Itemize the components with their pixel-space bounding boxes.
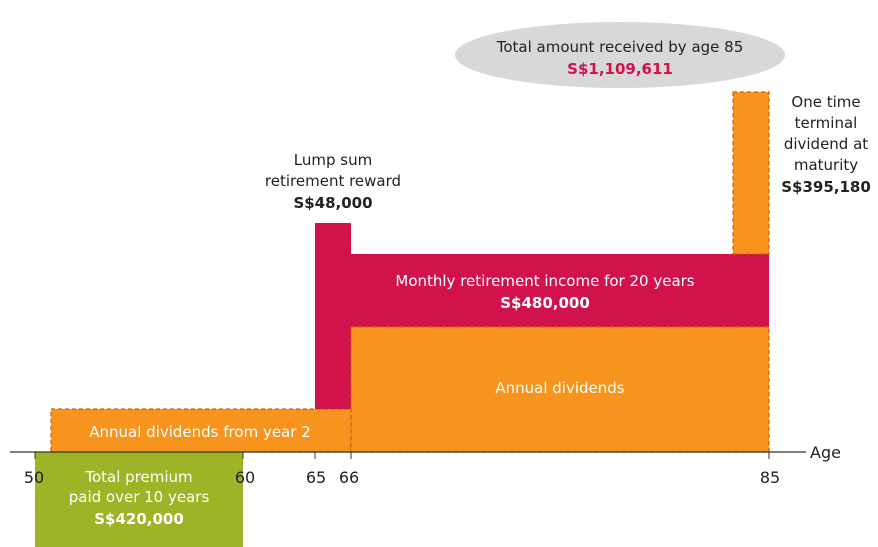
tick-label-66: 66 — [339, 468, 359, 487]
tick-label-60: 60 — [235, 468, 255, 487]
premium-amount: S$420,000 — [94, 510, 184, 528]
tick-label-50: 50 — [24, 468, 44, 487]
premium-line2: paid over 10 years — [69, 488, 210, 506]
total-ellipse — [455, 22, 785, 88]
annual-dividends-label: Annual dividends — [495, 379, 624, 397]
terminal-line1: One time — [791, 93, 860, 111]
total-title: Total amount received by age 85 — [496, 38, 744, 56]
terminal-line4: maturity — [794, 156, 858, 174]
annual-dividends-early-label: Annual dividends from year 2 — [89, 423, 310, 441]
terminal-amount: S$395,180 — [781, 178, 871, 196]
terminal-dividend-bar — [732, 91, 770, 255]
premium-line1: Total premium — [84, 468, 192, 486]
total-amount: S$1,109,611 — [567, 60, 673, 78]
annual-dividends-early-box — [50, 408, 352, 453]
lump-sum-line2: retirement reward — [265, 172, 401, 190]
tick-label-85: 85 — [760, 468, 780, 487]
premium-box — [35, 452, 243, 547]
lump-sum-bar — [315, 223, 351, 409]
annual-dividends-box — [350, 326, 770, 453]
terminal-line3: dividend at — [784, 135, 868, 153]
lump-sum-line1: Lump sum — [294, 151, 372, 169]
monthly-income-band — [351, 254, 769, 327]
tick-label-65: 65 — [306, 468, 326, 487]
axis-label: Age — [810, 443, 841, 462]
terminal-line2: terminal — [795, 114, 858, 132]
axis-ticks — [34, 452, 770, 459]
monthly-label: Monthly retirement income for 20 years — [395, 272, 694, 290]
lump-sum-amount: S$48,000 — [293, 194, 372, 212]
monthly-amount: S$480,000 — [500, 294, 590, 312]
